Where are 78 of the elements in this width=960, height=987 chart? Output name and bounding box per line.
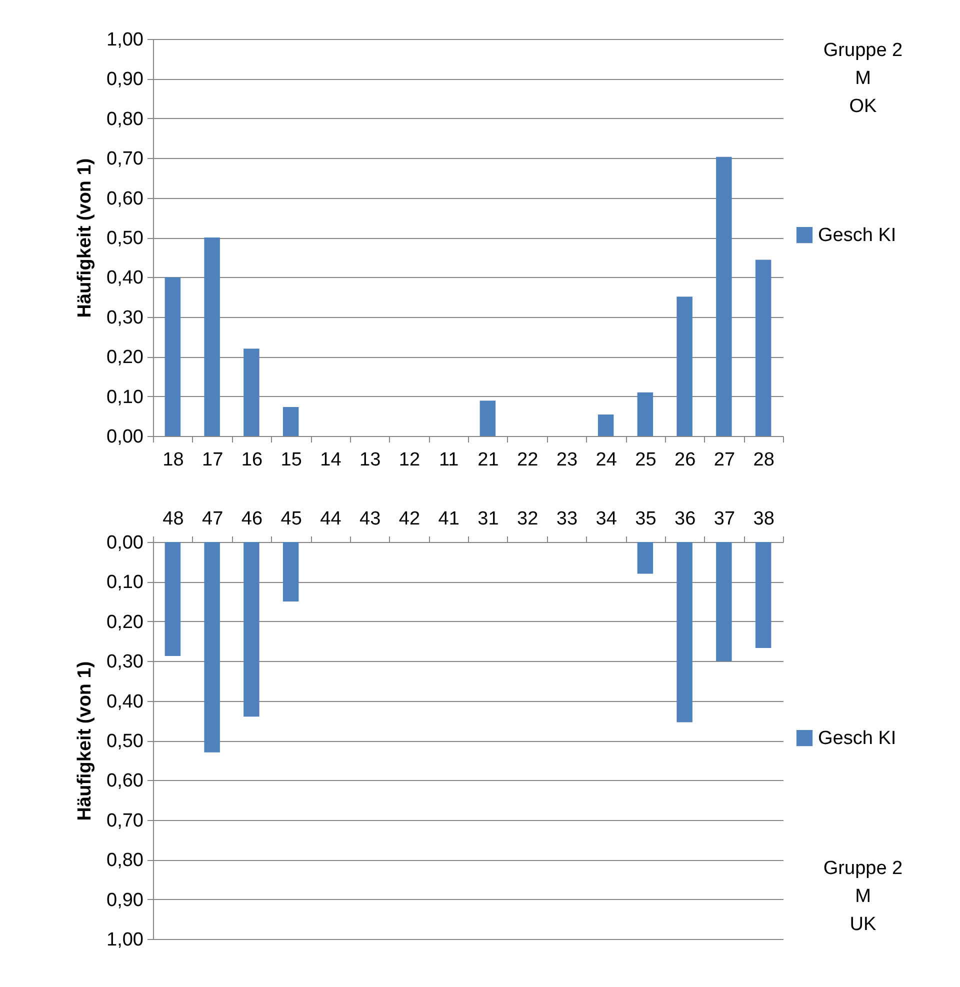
x-tick-label: 27: [714, 450, 736, 470]
y-axis-title: Häufigkeit (von 1): [74, 661, 96, 821]
x-tick-label: 34: [596, 508, 618, 530]
legend-label: Gesch KI: [818, 225, 896, 246]
y-tick-label: 0,30: [106, 307, 144, 328]
x-tick-label: 25: [635, 450, 656, 470]
x-tick-label: 43: [359, 508, 381, 530]
text: Gruppe 2 M UK: [823, 858, 903, 935]
x-tick-label: 11: [438, 450, 459, 470]
y-tick-label: 0,90: [106, 890, 144, 911]
x-tick-label: 14: [320, 450, 342, 470]
y-tick-label: 0,90: [106, 69, 144, 90]
y-tick-label: 0,70: [106, 810, 144, 832]
x-tick-label: 21: [478, 450, 499, 470]
y-tick-label: 0,80: [106, 850, 144, 872]
bar: [716, 156, 732, 436]
bar: [676, 296, 692, 436]
x-tick-label: 12: [398, 450, 420, 470]
y-tick-label: 0,00: [106, 426, 144, 448]
bar: [716, 542, 732, 662]
bar: [637, 542, 654, 574]
y-tick-label: 0,80: [106, 108, 144, 130]
bar: [282, 542, 299, 602]
x-tick-label: 35: [635, 508, 656, 530]
x-tick-label: 38: [753, 508, 774, 530]
bar: [164, 542, 181, 656]
y-tick-label: 0,40: [106, 691, 144, 712]
x-tick-label: 23: [556, 450, 578, 470]
x-tick-label: 22: [516, 450, 538, 470]
x-tick-label: 36: [674, 508, 696, 530]
y-tick-label: 0,60: [106, 770, 144, 792]
bar: [244, 542, 260, 717]
y-tick-label: 0,70: [106, 148, 144, 170]
bar: [637, 392, 654, 436]
x-tick-label: 48: [162, 508, 184, 530]
y-tick-label: 1,00: [106, 30, 144, 50]
x-tick-label: 18: [162, 450, 184, 470]
bar: [164, 277, 181, 436]
y-tick-label: 0,20: [106, 612, 144, 633]
y-tick-label: 0,50: [106, 228, 144, 249]
bar: [755, 542, 772, 648]
x-tick-label: 26: [674, 450, 696, 470]
y-tick-label: 0,50: [106, 731, 144, 752]
y-axis-title: Häufigkeit (von 1): [74, 158, 96, 318]
bar: [204, 542, 220, 752]
x-tick-label: 37: [714, 508, 736, 530]
y-tick-label: 0,10: [106, 572, 144, 594]
bar: [755, 260, 772, 436]
x-tick-label: 16: [241, 450, 263, 470]
bar: [676, 542, 692, 722]
y-tick-label: 1,00: [106, 930, 144, 950]
y-tick-label: 0,20: [106, 347, 144, 368]
bar: [204, 238, 220, 436]
x-tick-label: 32: [516, 508, 538, 530]
bar: [480, 400, 496, 436]
y-tick-label: 0,60: [106, 188, 144, 210]
x-tick-label: 33: [556, 508, 578, 530]
y-tick-label: 0,00: [106, 532, 144, 554]
text: Gruppe 2 M OK: [823, 40, 903, 117]
x-tick-label: 24: [596, 450, 618, 470]
bar: [598, 414, 614, 436]
x-tick-label: 45: [280, 508, 302, 530]
x-tick-label: 42: [398, 508, 420, 530]
y-tick-label: 0,40: [106, 268, 144, 289]
x-tick-label: 13: [359, 450, 381, 470]
x-tick-label: 15: [280, 450, 302, 470]
x-tick-label: 46: [241, 508, 263, 530]
bar: [282, 407, 299, 436]
bar: [244, 348, 260, 436]
x-tick-label: 31: [478, 508, 499, 530]
x-tick-label: 28: [753, 450, 774, 470]
x-tick-label: 47: [202, 508, 224, 530]
y-tick-label: 0,30: [106, 652, 144, 673]
y-tick-label: 0,10: [106, 386, 144, 408]
x-tick-label: 44: [320, 508, 342, 530]
x-tick-label: 41: [438, 508, 460, 530]
x-tick-label: 17: [202, 450, 224, 470]
legend-label: Gesch KI: [818, 728, 896, 749]
